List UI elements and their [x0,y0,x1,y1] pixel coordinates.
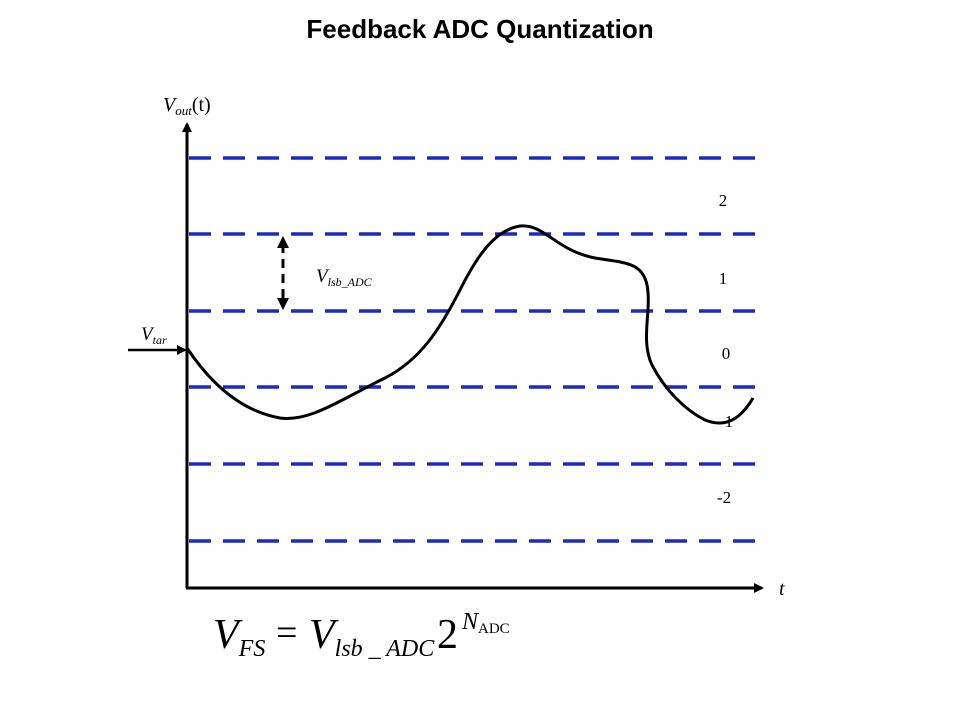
quantization-level-lines [189,156,762,543]
level-index: 0 [722,344,731,363]
lsb-arrow-head-top [277,236,289,248]
y-axis-label: Vout(t) [163,94,211,118]
level-index: -2 [717,488,731,507]
level-index: 2 [719,191,728,210]
formula-lhs: VFS [213,612,265,662]
slide-title: Feedback ADC Quantization [306,14,654,44]
lsb-label: Vlsb_ADC [316,266,373,289]
formula-exponent: NADC [461,609,510,637]
formula-base: 2 [437,612,458,658]
target-label: Vtar [141,324,167,347]
level-index: 1 [719,269,728,288]
full-scale-formula: VFS = Vlsb _ ADC 2 NADC [213,609,510,662]
formula-equals: = [276,612,297,654]
formula-rhs: Vlsb _ ADC [309,612,435,662]
lsb-arrow-head-bottom [277,298,289,310]
level-index-labels: 2 1 0 -1 -2 [717,191,733,507]
output-waveform [185,224,755,425]
x-axis-label: t [779,578,785,600]
